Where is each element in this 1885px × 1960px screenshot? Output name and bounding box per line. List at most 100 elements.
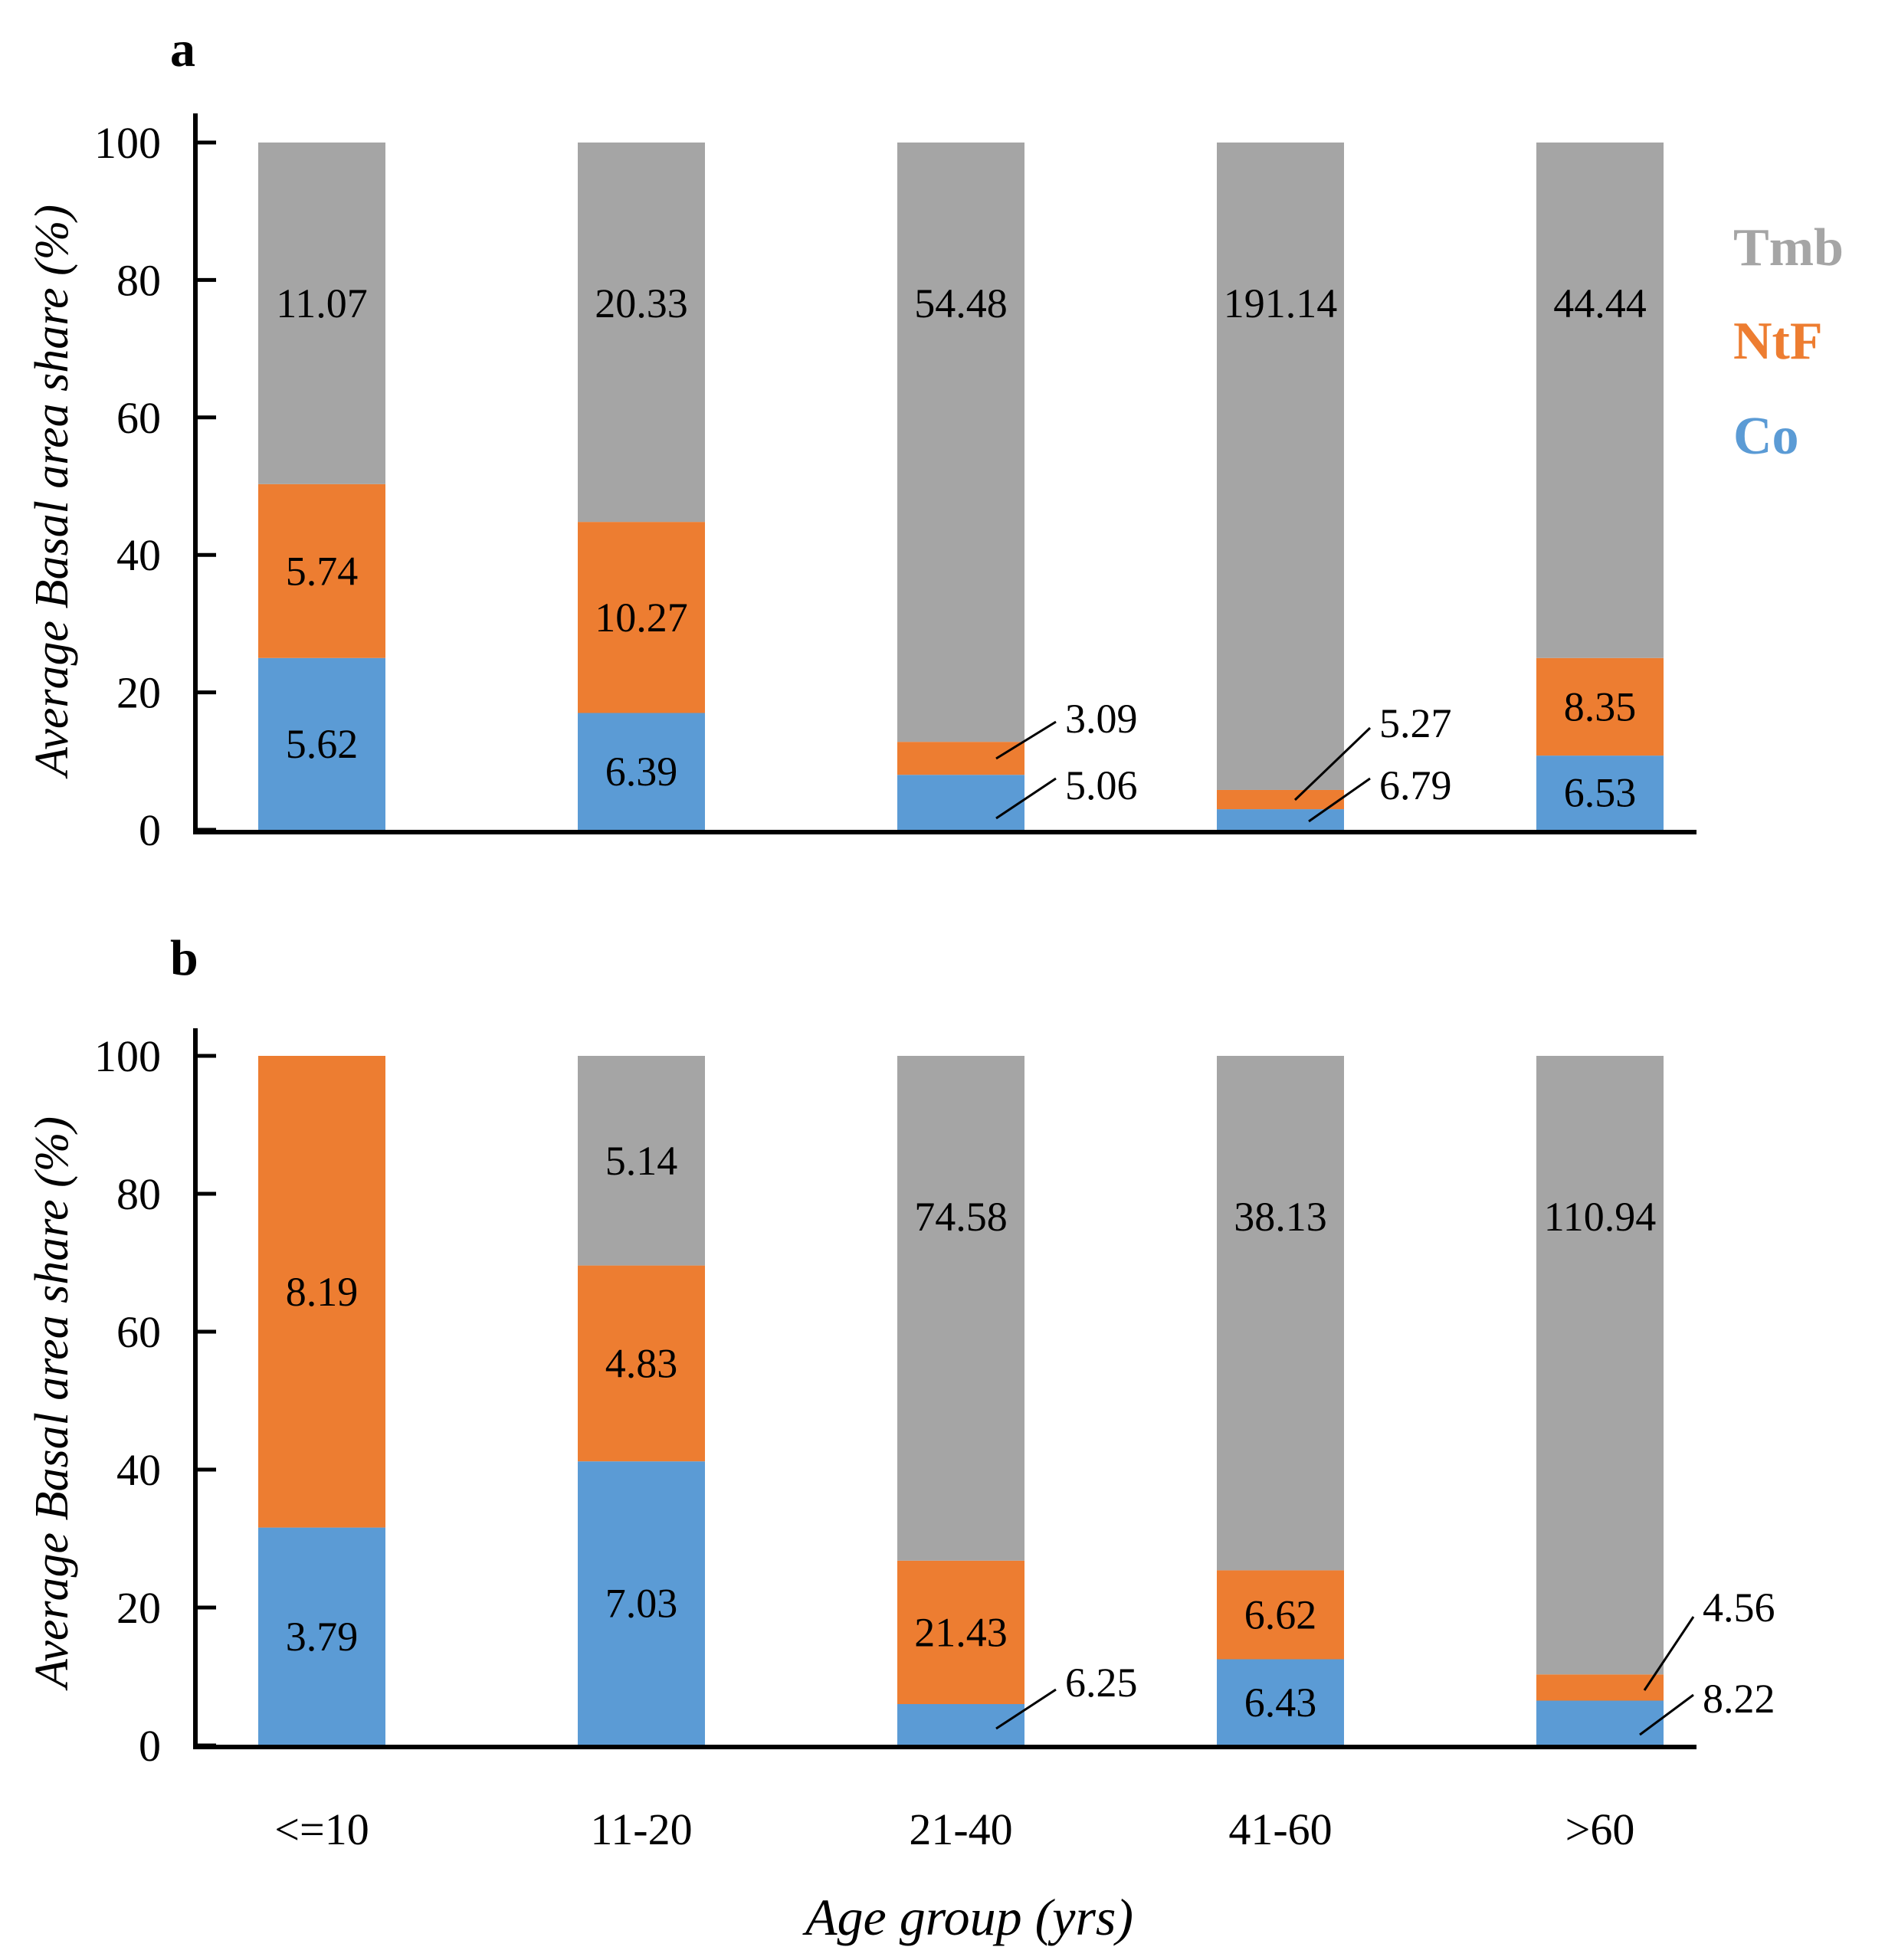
panel-a-data-label: 5.27 [1379,700,1452,746]
panel-b-y-tick-label: 100 [94,1031,161,1081]
panel-b-leader-line [1639,1693,1694,1736]
x-tick-label: >60 [1565,1804,1635,1854]
panel-b-bar-co-1 [578,1461,705,1745]
panel-b-bar-tmb-1 [578,1056,705,1266]
panel-a-y-tick-label: 80 [116,255,161,305]
legend-ntf: NtF [1733,312,1823,371]
x-tick-label: 21-40 [909,1804,1012,1854]
x-tick-label: <=10 [274,1804,369,1854]
legend-co: Co [1733,407,1799,466]
panel-b-bar-ntf-0 [258,1056,385,1528]
panel-a-data-label: 20.33 [595,280,688,326]
panel-a-data-label: 6.53 [1564,770,1637,816]
panel-b-y-tick-label: 80 [116,1169,161,1219]
panel-a-data-label: 5.62 [286,721,359,767]
panel-b-data-label: 4.56 [1703,1585,1775,1631]
panel-a-bar-co-2 [897,775,1024,830]
panel-a-y-tick-label: 40 [116,530,161,580]
panel-a-data-label: 3.09 [1065,696,1138,742]
panel-b-data-label: 74.58 [914,1194,1008,1240]
panel-b-bar-co-4 [1536,1700,1664,1745]
panel-a-bar-tmb-3 [1217,143,1344,790]
panel-a-bar-co-4 [1536,755,1664,830]
panel-b-data-label: 4.83 [605,1340,678,1386]
panel-b-leader-line [1643,1616,1695,1691]
panel-a-data-labels: 5.62 5.74 11.07 6.39 10.27 20.33 5.06 3.09 54.48… [276,280,1647,823]
panel-a-y-ticks: 0 20 40 60 80 100 [94,118,216,855]
panel-a-data-label: 8.35 [1564,683,1637,729]
panel-b-data-label: 8.22 [1703,1676,1775,1722]
panel-b-data-label: 38.13 [1234,1194,1327,1240]
panel-b-y-axis-label: Average Basal area share (%) [26,1116,78,1691]
panel-a-leader-line [1308,777,1371,823]
panel-a-data-label: 191.14 [1224,280,1338,326]
panel-b-data-label: 21.43 [914,1609,1008,1655]
panel-a-data-label: 5.06 [1065,762,1138,808]
panel-a-bar-co-1 [578,713,705,830]
panel-a: a Average Basal area share (%) 0 20 40 60 80… [26,21,1696,855]
panel-b-y-tick-label: 20 [116,1583,161,1633]
panel-a-y-axis-label: Average Basal area share (%) [26,205,78,779]
panel-b-data-label: 5.14 [605,1138,678,1184]
panel-b-bar-tmb-3 [1217,1056,1344,1571]
x-axis-category-labels: <=10 11-20 21-40 41-60 >60 [274,1804,1634,1854]
panel-b-y-tick-label: 60 [116,1307,161,1357]
panel-a-bar-tmb-0 [258,143,385,484]
panel-a-bar-ntf-1 [578,522,705,713]
panel-b-bar-co-0 [258,1527,385,1745]
panel-b-bar-ntf-1 [578,1265,705,1462]
panel-a-y-tick-label: 100 [94,118,161,168]
panel-a-leader-line [1293,726,1372,801]
x-axis-label: Age group (yrs) [802,1888,1133,1946]
panel-b-bars [258,1056,1664,1745]
panel-b-data-label: 3.79 [286,1614,359,1660]
panel-a-bar-ntf-0 [258,483,385,658]
panel-a-bar-ntf-2 [897,742,1024,775]
panel-a-bar-co-0 [258,657,385,830]
panel-a-bar-ntf-4 [1536,657,1664,756]
panel-b-y-tick-label: 0 [139,1721,161,1771]
panel-b-data-label: 7.03 [605,1581,678,1627]
panel-b-data-label: 6.25 [1065,1660,1138,1706]
panel-b-bar-tmb-2 [897,1056,1024,1561]
panel-b-y-tick-label: 40 [116,1445,161,1495]
panel-b-data-label: 6.43 [1244,1680,1317,1726]
panel-a-bar-tmb-1 [578,143,705,523]
panel-b-bar-ntf-4 [1536,1674,1664,1701]
panel-b-letter: b [170,930,198,986]
panel-a-y-tick-label: 0 [139,805,161,855]
panel-a-leader-line [995,720,1057,760]
panel-a-bar-tmb-2 [897,143,1024,742]
panel-b-data-label: 110.94 [1544,1194,1657,1240]
panel-a-data-label: 5.74 [286,548,359,594]
panel-b-data-label: 6.62 [1244,1591,1317,1637]
panel-a-y-tick-label: 20 [116,668,161,718]
x-tick-label: 41-60 [1228,1804,1332,1854]
panel-b-leader-line [995,1688,1057,1730]
legend: Tmb NtF Co [1733,218,1844,466]
panel-a-data-label: 6.79 [1379,762,1452,808]
panel-a-bar-co-3 [1217,809,1344,830]
legend-tmb: Tmb [1733,218,1844,277]
panel-a-data-label: 10.27 [595,595,688,641]
panel-a-bar-tmb-4 [1536,143,1664,658]
panel-a-data-label: 44.44 [1553,280,1647,326]
panel-b-data-label: 8.19 [286,1269,359,1315]
panel-b: b Average Basal area share (%) 0 20 40 60 80… [26,930,1775,1771]
panel-b-bar-co-3 [1217,1659,1344,1745]
panel-a-bar-ntf-3 [1217,789,1344,810]
panel-b-bar-co-2 [897,1704,1024,1745]
panel-b-bar-ntf-2 [897,1560,1024,1704]
x-tick-label: 11-20 [590,1804,692,1854]
panel-a-leader-line [995,777,1057,820]
panel-a-data-label: 11.07 [276,280,368,326]
panel-b-data-labels: 3.79 8.19 7.03 4.83 5.14 6.25 21.43 74.58 6.43 6.… [286,1138,1775,1736]
panel-a-data-label: 6.39 [605,749,678,795]
panel-a-data-label: 54.48 [914,280,1008,326]
panel-a-y-tick-label: 60 [116,393,161,443]
panel-a-letter: a [170,21,195,77]
panel-b-y-ticks: 0 20 40 60 80 100 [94,1031,216,1771]
panel-a-bars [258,143,1664,830]
panel-b-bar-ntf-3 [1217,1570,1344,1660]
